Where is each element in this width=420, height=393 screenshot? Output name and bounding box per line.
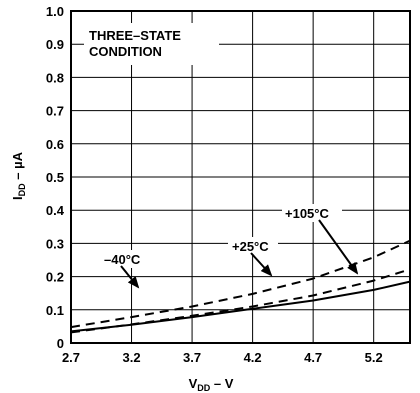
- series-line: [71, 282, 410, 332]
- y-tick-label: 0.2: [46, 270, 64, 285]
- y-tick-label: 0.3: [46, 236, 64, 251]
- arrow-105: [319, 220, 357, 273]
- x-axis-title-main: V: [189, 376, 198, 391]
- series-label-neg40: –40°C: [104, 252, 141, 267]
- x-axis-title-sub: DD: [197, 383, 210, 393]
- condition-label-line2: CONDITION: [89, 44, 162, 59]
- y-tick-label: 0.4: [46, 203, 65, 218]
- x-axis-title-suffix: – V: [210, 376, 233, 391]
- series-line: [71, 269, 410, 332]
- y-tick-label: 0.8: [46, 70, 64, 85]
- y-axis-title: IDD – µA: [10, 151, 27, 200]
- x-axis-title: VDD – V: [189, 376, 234, 393]
- y-tick-label: 0.6: [46, 137, 64, 152]
- x-tick-label: 2.7: [62, 350, 80, 365]
- y-tick-label: 0.7: [46, 104, 64, 119]
- series-label-105: +105°C: [285, 206, 329, 221]
- x-tick-label: 3.7: [183, 350, 201, 365]
- x-tick-label: 4.2: [244, 350, 262, 365]
- x-tick-labels: 2.7 3.2 3.7 4.2 4.7 5.2: [62, 350, 383, 365]
- y-axis-title-suffix: – µA: [10, 151, 25, 183]
- y-tick-label: 0.5: [46, 170, 64, 185]
- y-tick-label: 0.1: [46, 303, 64, 318]
- y-tick-label: 0: [57, 336, 64, 351]
- y-tick-label: 0.9: [46, 37, 64, 52]
- y-tick-labels: 0 0.1 0.2 0.3 0.4 0.5 0.6 0.7 0.8 0.9 1.0: [46, 4, 65, 351]
- x-tick-label: 5.2: [365, 350, 383, 365]
- arrow-25: [251, 253, 271, 275]
- x-tick-label: 4.7: [304, 350, 322, 365]
- condition-label-line1: THREE–STATE: [89, 28, 181, 43]
- x-tick-label: 3.2: [122, 350, 140, 365]
- y-axis-title-sub: DD: [17, 183, 27, 196]
- y-tick-label: 1.0: [46, 4, 64, 19]
- series-label-25: +25°C: [232, 239, 269, 254]
